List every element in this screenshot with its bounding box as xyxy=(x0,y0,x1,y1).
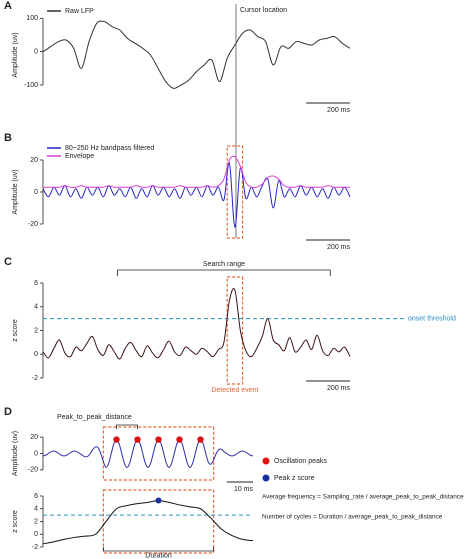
event-label: Detected event xyxy=(211,387,258,394)
formula: Number of cycles = Duration / average_pe… xyxy=(262,514,443,521)
y-tick-label: 6 xyxy=(34,493,38,500)
scale-bar-label: 200 ms xyxy=(327,107,350,114)
y-tick-label: -20 xyxy=(28,467,38,474)
y-tick-label: 2 xyxy=(34,327,38,334)
legend-label: Envelope xyxy=(65,153,94,160)
oscillation-peak xyxy=(134,436,141,443)
formula: Average frequency = Sampling_rate / aver… xyxy=(262,494,464,501)
legend-marker xyxy=(262,474,270,482)
duration-label: Duration xyxy=(145,552,172,559)
y-tick-label: 0 xyxy=(34,49,38,56)
legend-label: Raw LFP xyxy=(65,8,94,15)
y-tick-label: 0 xyxy=(34,189,38,196)
data-line xyxy=(43,155,350,189)
y-tick-label: 4 xyxy=(34,506,38,513)
scale-bar-label: 10 ms xyxy=(234,486,254,493)
y-tick-label: 0 xyxy=(34,531,38,538)
y-tick-label: 2 xyxy=(34,518,38,525)
peak-distance-label: Peak_to_peak_distance xyxy=(57,414,132,421)
threshold-label: onset threshold xyxy=(408,315,456,322)
scale-bar-label: 200 ms xyxy=(327,385,350,392)
y-tick-label: 6 xyxy=(34,280,38,287)
y-axis-label: z score xyxy=(12,319,19,342)
y-tick-label: 20 xyxy=(30,157,38,164)
data-line xyxy=(42,439,254,468)
y-axis-label: Amplitude (uv) xyxy=(12,169,19,214)
data-line xyxy=(42,20,351,89)
y-tick-label: -2 xyxy=(32,544,38,551)
y-axis-label: Amplitude (uv) xyxy=(12,32,19,77)
oscillation-peak xyxy=(197,436,204,443)
duration-bracket xyxy=(102,547,215,552)
search-range-label: Search range xyxy=(203,261,245,268)
y-axis-label: z score xyxy=(12,510,19,533)
oscillation-peak xyxy=(113,436,120,443)
data-line xyxy=(42,499,254,545)
event-box xyxy=(226,145,244,239)
y-tick-label: 100 xyxy=(26,15,38,22)
y-tick-label: 20 xyxy=(30,434,38,441)
scale-bar-label: 200 ms xyxy=(327,244,350,251)
y-tick-label: 0 xyxy=(34,450,38,457)
event-box xyxy=(102,426,215,481)
legend-marker xyxy=(262,457,270,465)
data-line xyxy=(42,162,351,228)
y-tick-label: -2 xyxy=(32,375,38,382)
legend-label: Oscillation peaks xyxy=(274,458,327,465)
peak-z-score xyxy=(155,497,162,504)
panel-label: B xyxy=(4,132,12,144)
oscillation-peak xyxy=(176,436,183,443)
oscillation-peak xyxy=(155,436,162,443)
y-tick-label: 0 xyxy=(34,351,38,358)
data-line xyxy=(42,287,351,360)
y-axis-label: Amplitude (uv) xyxy=(12,431,19,476)
panel-label: C xyxy=(4,256,12,268)
legend-label: 80~250 Hz bandpass filtered xyxy=(65,145,154,152)
panel-label: A xyxy=(4,0,12,12)
y-tick-label: 4 xyxy=(34,304,38,311)
event-box xyxy=(226,276,244,385)
y-tick-label: -100 xyxy=(24,82,38,89)
y-tick-label: -20 xyxy=(28,221,38,228)
panel-label: D xyxy=(4,406,12,418)
cursor-label: Cursor location xyxy=(240,7,287,14)
search-range-bracket xyxy=(117,269,331,276)
peak-distance-bracket xyxy=(116,424,138,429)
legend-label: Peak z score xyxy=(274,475,315,482)
